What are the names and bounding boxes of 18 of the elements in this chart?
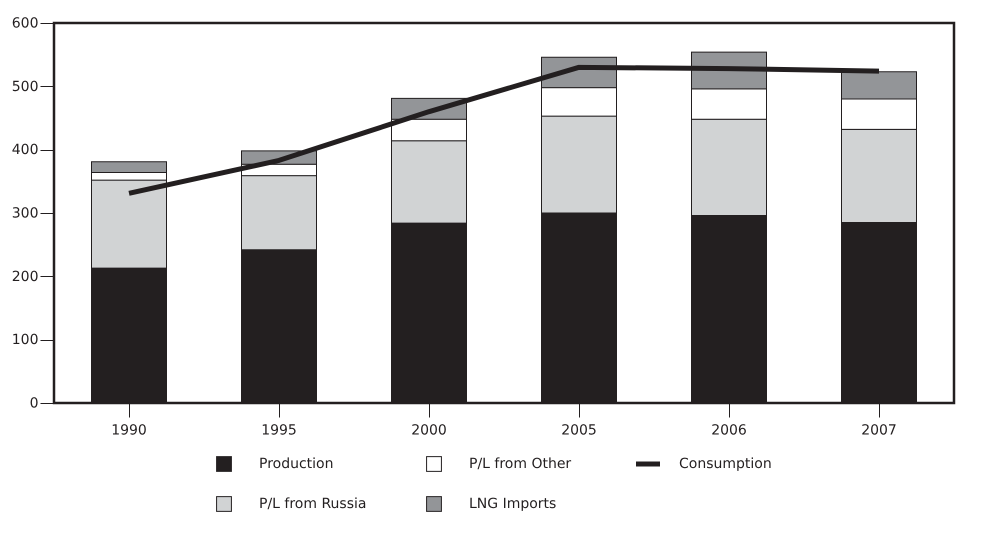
x-tick-label: 1995 [261, 422, 297, 438]
x-tick-label: 2000 [411, 422, 447, 438]
y-tick-label: 600 [12, 16, 38, 32]
y-tick-label: 500 [12, 78, 38, 95]
legend-label: P/L from Other [469, 456, 572, 472]
y-tick-label: 400 [12, 142, 38, 158]
y-tick-label: 300 [12, 206, 38, 222]
y-tick-label: 100 [12, 332, 38, 348]
legend-label: LNG Imports [469, 496, 556, 512]
legend-label: Consumption [679, 456, 772, 472]
y-tick-label: 200 [12, 268, 38, 285]
legend-label: Production [259, 456, 334, 472]
x-tick-label: 2005 [561, 422, 597, 438]
x-tick-label: 1990 [111, 422, 147, 438]
legend-label: P/L from Russia [259, 496, 366, 512]
y-tick-label: 0 [30, 396, 38, 412]
x-tick-label: 2007 [861, 422, 897, 438]
x-tick-label: 2006 [711, 422, 747, 438]
